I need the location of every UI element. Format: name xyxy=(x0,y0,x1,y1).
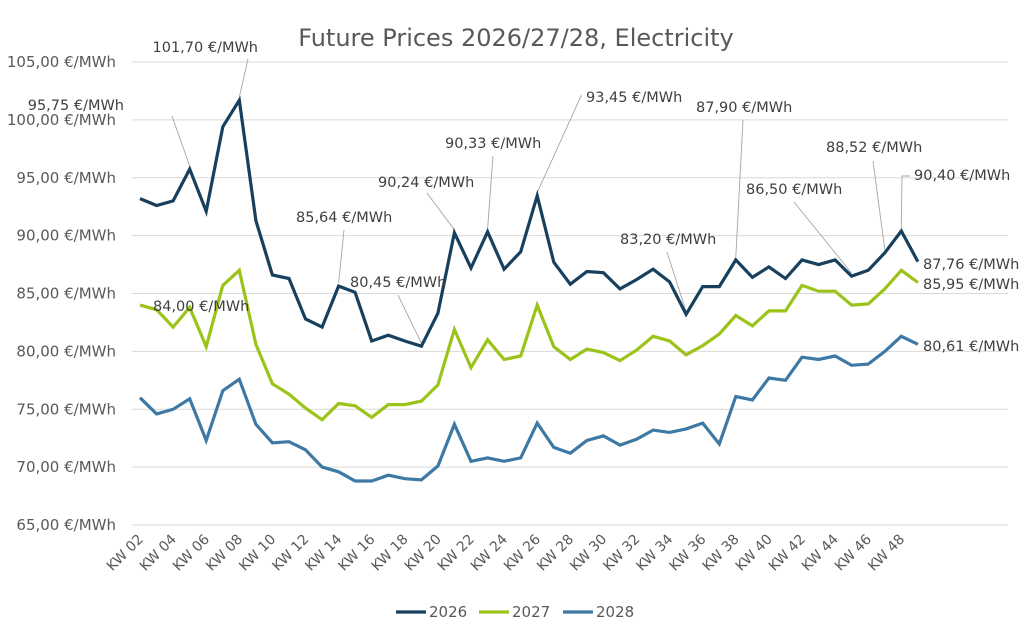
data-label-2026: 83,20 €/MWh xyxy=(620,232,716,248)
y-tick-label: 85,00 €/MWh xyxy=(16,285,116,303)
annotation-leader-line xyxy=(338,229,345,284)
data-label-2026: 88,52 €/MWh xyxy=(826,140,922,156)
data-label-2026: 87,76 €/MWh xyxy=(923,257,1019,273)
data-label-2026: 90,40 €/MWh xyxy=(914,168,1010,184)
chart-title: Future Prices 2026/27/28, Electricity xyxy=(298,24,734,52)
data-label-2026: 90,24 €/MWh xyxy=(378,175,474,191)
data-label-2027: 85,95 €/MWh xyxy=(923,277,1019,293)
legend: 2026 2027 2028 xyxy=(396,603,634,621)
data-label-2026: 87,90 €/MWh xyxy=(696,100,792,116)
annotation-leader-line xyxy=(487,155,494,229)
annotation-leader-line xyxy=(735,119,744,257)
y-tick-label: 80,00 €/MWh xyxy=(16,342,116,360)
annotation-leader-line xyxy=(793,201,852,274)
series-line-2027 xyxy=(139,267,919,422)
data-label-2026: 95,75 €/MWh xyxy=(28,98,124,114)
data-label-2026: 90,33 €/MWh xyxy=(445,136,541,152)
annotation-leader-line xyxy=(171,115,191,167)
data-label-2026: 93,45 €/MWh xyxy=(586,90,682,106)
legend-item-2028[interactable]: 2028 xyxy=(563,603,634,621)
gridlines xyxy=(132,61,1008,526)
y-tick-label: 105,00 €/MWh xyxy=(7,53,116,71)
data-label-2026: 80,45 €/MWh xyxy=(350,275,446,291)
data-label-2028: 80,61 €/MWh xyxy=(923,339,1019,355)
y-axis-tick-labels: 65,00 €/MWh 70,00 €/MWh 75,00 €/MWh 80,00 €… xyxy=(7,53,116,534)
y-tick-label: 90,00 €/MWh xyxy=(16,227,116,245)
data-labels: 95,75 €/MWh 101,70 €/MWh 85,64 €/MWh 80,45 … xyxy=(28,40,1020,355)
data-label-2027: 84,00 €/MWh xyxy=(153,299,249,315)
annotation-leader-line xyxy=(666,251,687,312)
annotation-leader-line xyxy=(872,160,886,250)
series-line-2026 xyxy=(139,95,920,349)
annotation-leader-line xyxy=(238,58,249,98)
legend-label: 2026 xyxy=(429,603,467,621)
annotation-leader-line xyxy=(397,294,422,344)
data-label-2026: 86,50 €/MWh xyxy=(746,182,842,198)
data-label-2026: 85,64 €/MWh xyxy=(296,210,392,226)
y-tick-label: 100,00 €/MWh xyxy=(7,111,116,129)
annotation-leader-line xyxy=(536,95,582,193)
legend-item-2026[interactable]: 2026 xyxy=(396,603,467,621)
data-label-2026: 101,70 €/MWh xyxy=(153,40,259,56)
annotation-leader-line xyxy=(426,192,455,231)
legend-item-2027[interactable]: 2027 xyxy=(479,603,550,621)
annotation-leader-line xyxy=(900,175,910,229)
series-line-2028 xyxy=(138,334,919,483)
series-lines xyxy=(138,95,920,483)
legend-label: 2028 xyxy=(596,603,634,621)
legend-label: 2027 xyxy=(512,603,550,621)
y-tick-label: 70,00 €/MWh xyxy=(16,458,116,476)
y-tick-label: 95,00 €/MWh xyxy=(16,169,116,187)
y-tick-label: 65,00 €/MWh xyxy=(16,516,116,534)
y-tick-label: 75,00 €/MWh xyxy=(16,400,116,418)
annotation-leader-lines xyxy=(171,58,910,344)
